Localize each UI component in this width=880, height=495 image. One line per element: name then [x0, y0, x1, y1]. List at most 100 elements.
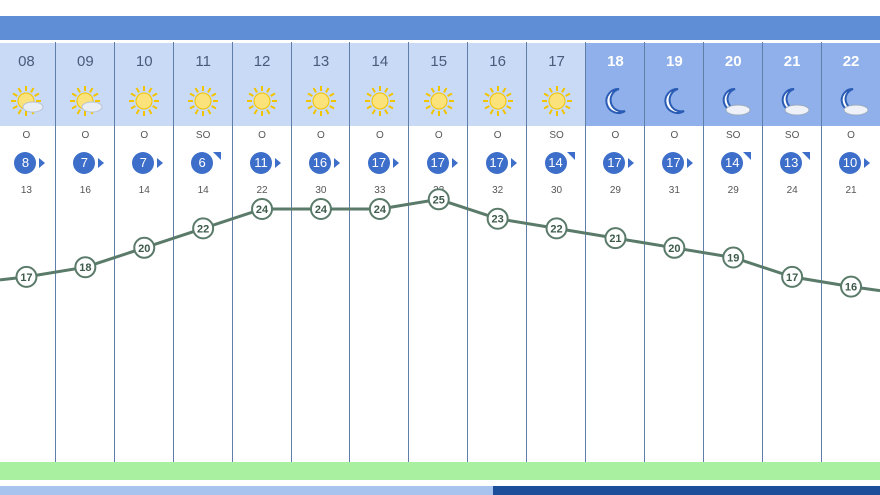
temperature-point [368, 198, 391, 220]
temperature-point [663, 236, 686, 259]
wind-speed-badge: 14 [717, 150, 753, 176]
wind-speed-value: 14 [725, 155, 740, 170]
temperature-point [74, 256, 97, 279]
wind-direction: O [140, 130, 149, 141]
sun-icon [301, 83, 341, 119]
wind-speed-value: 17 [489, 155, 504, 170]
temperature-label: 16 [845, 282, 857, 294]
wind-gust-value: 31 [668, 185, 680, 196]
temperature-label: 22 [550, 223, 562, 235]
wind-speed-badge: 6 [187, 150, 223, 176]
wind-direction: O [493, 130, 502, 141]
temperature-point [545, 217, 568, 240]
wind-speed-badge: 11 [246, 150, 282, 176]
moon-cloud-icon [772, 83, 812, 119]
temperature-label: 23 [492, 214, 504, 226]
temperature-point [486, 207, 509, 230]
temperature-label: 20 [138, 243, 150, 255]
column-divider [290, 42, 292, 480]
hour-column: 09 O 7 16 [55, 40, 115, 480]
wind-direction: O [317, 130, 325, 141]
hour-column: 18 O 17 29 [586, 40, 645, 480]
wind-gust-value: 21 [845, 185, 857, 196]
temperature-label: 25 [433, 194, 445, 206]
temperature-point [722, 246, 745, 269]
temperature-label: 17 [20, 272, 32, 284]
moon-icon [595, 83, 635, 119]
hour-label: 22 [842, 53, 860, 70]
hour-label: 19 [665, 53, 683, 70]
wind-speed-value: 16 [312, 155, 328, 170]
bottom-bar-night [493, 486, 880, 495]
hour-label: 13 [312, 53, 330, 70]
hour-label: 20 [724, 53, 742, 70]
temperature-label: 21 [609, 233, 621, 245]
wind-direction: O [847, 130, 855, 141]
wind-gust-value: 30 [550, 185, 563, 196]
hour-header: 13 [291, 43, 351, 126]
column-divider [643, 42, 645, 480]
wind-direction: O [22, 130, 31, 141]
temperature-label: 17 [786, 272, 798, 284]
hour-header: 08 [0, 43, 56, 126]
sun-cloud-icon [6, 83, 46, 119]
column-divider [467, 42, 469, 480]
sun-icon [360, 83, 400, 119]
wind-direction: O [670, 130, 679, 141]
wind-gust-value: 24 [786, 185, 798, 196]
temperature-label: 19 [727, 253, 739, 265]
wind-speed-badge: 13 [776, 150, 812, 176]
column-divider [408, 42, 410, 480]
wind-speed-badge: 17 [364, 150, 400, 176]
wind-speed-badge: 14 [541, 150, 577, 176]
hour-label: 10 [135, 53, 153, 70]
bottom-bar-day [0, 486, 493, 495]
wind-direction: SO [726, 130, 741, 141]
column-divider [54, 42, 56, 480]
hour-column: 10 O 7 14 [114, 40, 174, 480]
column-divider [761, 42, 763, 480]
temperature-point [192, 217, 215, 240]
precipitation-bar [0, 462, 880, 480]
wind-gust-value: 16 [79, 185, 91, 196]
hour-label: 11 [195, 53, 211, 70]
wind-speed-badge: 17 [658, 150, 694, 176]
temperature-point [604, 227, 627, 250]
wind-gust-value: 14 [138, 185, 150, 196]
hour-header: 20 [703, 43, 763, 126]
column-divider [585, 42, 586, 480]
wind-speed-value: 14 [548, 155, 563, 170]
column-divider [113, 42, 115, 480]
wind-gust-value: 32 [492, 185, 504, 196]
hour-column: 14 O 17 33 [350, 40, 410, 480]
wind-speed-value: 11 [254, 155, 268, 170]
moon-cloud-icon [831, 83, 871, 119]
wind-direction: O [611, 130, 620, 141]
hour-label: 12 [253, 53, 271, 70]
hour-column: 17 SO 14 30 [527, 40, 586, 480]
wind-speed-value: 7 [80, 155, 88, 170]
hour-header: 11 [173, 43, 233, 126]
moon-icon [654, 83, 694, 119]
column-divider [702, 42, 704, 480]
wind-speed-value: 17 [607, 155, 622, 170]
hour-column: 19 O 17 31 [644, 40, 704, 480]
sun-icon [242, 83, 282, 119]
wind-gust-value: 22 [256, 185, 268, 196]
wind-speed-value: 17 [371, 155, 387, 170]
hour-label: 14 [371, 53, 389, 70]
hour-header: 09 [55, 43, 115, 126]
temperature-label: 24 [256, 204, 269, 216]
wind-speed-badge: 17 [482, 150, 518, 176]
wind-speed-value: 17 [430, 155, 445, 170]
wind-gust-value: 29 [727, 185, 739, 196]
hour-header: 15 [409, 43, 469, 126]
temperature-point [781, 265, 804, 288]
wind-speed-badge: 10 [835, 150, 871, 176]
temperature-line [0, 197, 880, 293]
wind-direction: SO [784, 130, 800, 141]
hour-header: 18 [586, 43, 645, 126]
wind-direction: O [434, 130, 443, 141]
temperature-label: 20 [668, 243, 680, 255]
